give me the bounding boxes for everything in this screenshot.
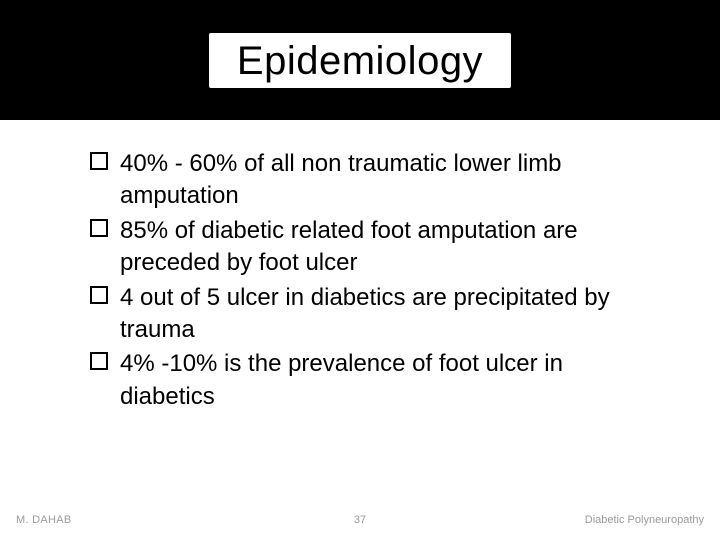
square-bullet-icon	[90, 286, 108, 304]
bullet-text: 4 out of 5 ulcer in diabetics are precip…	[120, 284, 610, 343]
footer-topic: Diabetic Polyneuropathy	[585, 514, 704, 526]
header-bar: Epidemiology	[0, 0, 720, 120]
bullet-item: 85% of diabetic related foot amputation …	[90, 215, 660, 280]
bullet-item: 4% -10% is the prevalence of foot ulcer …	[90, 348, 660, 413]
bullet-text: 40% - 60% of all non traumatic lower lim…	[120, 150, 562, 209]
bullet-text: 85% of diabetic related foot amputation …	[120, 217, 578, 276]
slide-title: Epidemiology	[209, 33, 511, 88]
bullet-item: 4 out of 5 ulcer in diabetics are precip…	[90, 282, 660, 347]
footer-page-number: 37	[354, 514, 366, 526]
bullet-text: 4% -10% is the prevalence of foot ulcer …	[120, 350, 563, 409]
slide-footer: M. DAHAB 37 Diabetic Polyneuropathy	[0, 506, 720, 526]
slide-body: 40% - 60% of all non traumatic lower lim…	[90, 148, 660, 415]
square-bullet-icon	[90, 152, 108, 170]
square-bullet-icon	[90, 219, 108, 237]
footer-author: M. DAHAB	[16, 514, 72, 526]
bullet-item: 40% - 60% of all non traumatic lower lim…	[90, 148, 660, 213]
square-bullet-icon	[90, 352, 108, 370]
